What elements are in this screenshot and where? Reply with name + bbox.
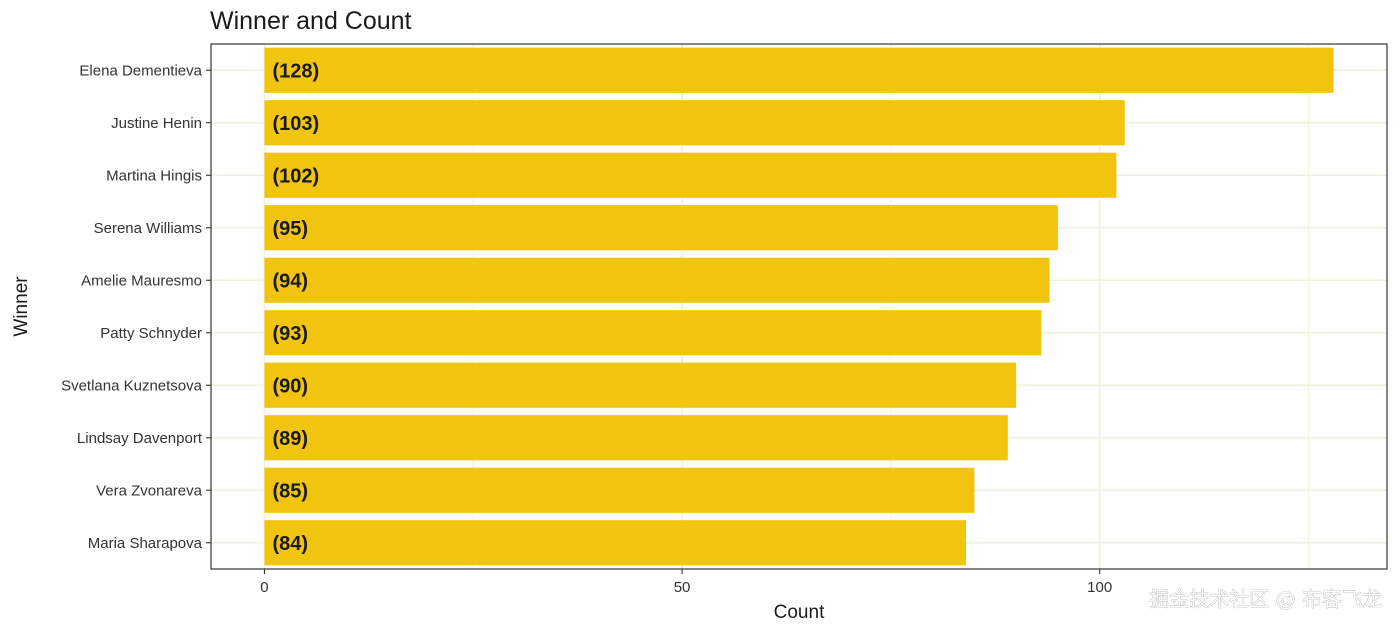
panel-border <box>210 43 1388 570</box>
y-tick-label: Serena Williams <box>94 220 202 237</box>
y-tick-label: Justine Henin <box>111 115 202 132</box>
data-label: (95) <box>272 218 308 240</box>
bar <box>264 152 1117 198</box>
y-tick-label: Vera Zvonareva <box>96 482 203 499</box>
x-tick-label: 100 <box>1087 579 1112 596</box>
bar <box>264 257 1050 303</box>
x-tick-label: 50 <box>674 579 691 596</box>
bar <box>264 47 1334 93</box>
bar <box>264 100 1125 146</box>
bar <box>264 362 1017 408</box>
bars-group <box>264 47 1334 566</box>
data-label: (103) <box>272 113 319 135</box>
y-tick-label: Elena Dementieva <box>79 62 202 79</box>
bar <box>264 520 967 566</box>
data-label: (102) <box>272 165 319 187</box>
data-label: (84) <box>272 533 308 555</box>
x-axis: 0 50 100 <box>260 569 1112 596</box>
watermark-text: 掘金技术社区 @ 布客飞龙 <box>1149 587 1382 611</box>
bar <box>264 310 1042 356</box>
data-labels-group: (128) (103) (102) (95) (94) (93) (90) (89) (85) (… <box>272 60 319 555</box>
y-tick-label: Martina Hingis <box>106 167 202 184</box>
bar <box>264 205 1058 251</box>
data-label: (85) <box>272 480 308 502</box>
data-label: (89) <box>272 428 308 450</box>
x-tick-label: 0 <box>260 579 268 596</box>
data-label: (93) <box>272 323 308 345</box>
y-tick-label: Amelie Mauresmo <box>81 272 202 289</box>
y-tick-label: Maria Sharapova <box>88 535 203 552</box>
data-label: (128) <box>272 60 319 82</box>
y-tick-label: Svetlana Kuznetsova <box>61 377 203 394</box>
data-label: (94) <box>272 270 308 292</box>
y-axis: Elena Dementieva Justine Henin Martina Hin… <box>61 62 211 552</box>
data-label: (90) <box>272 375 308 397</box>
y-tick-label: Lindsay Davenport <box>77 430 203 447</box>
bar <box>264 415 1008 461</box>
x-axis-title: Count <box>774 602 825 623</box>
bar <box>264 467 975 513</box>
y-axis-title: Winner <box>11 276 32 337</box>
chart-title: Winner and Count <box>210 7 412 35</box>
y-tick-label: Patty Schnyder <box>100 325 202 342</box>
